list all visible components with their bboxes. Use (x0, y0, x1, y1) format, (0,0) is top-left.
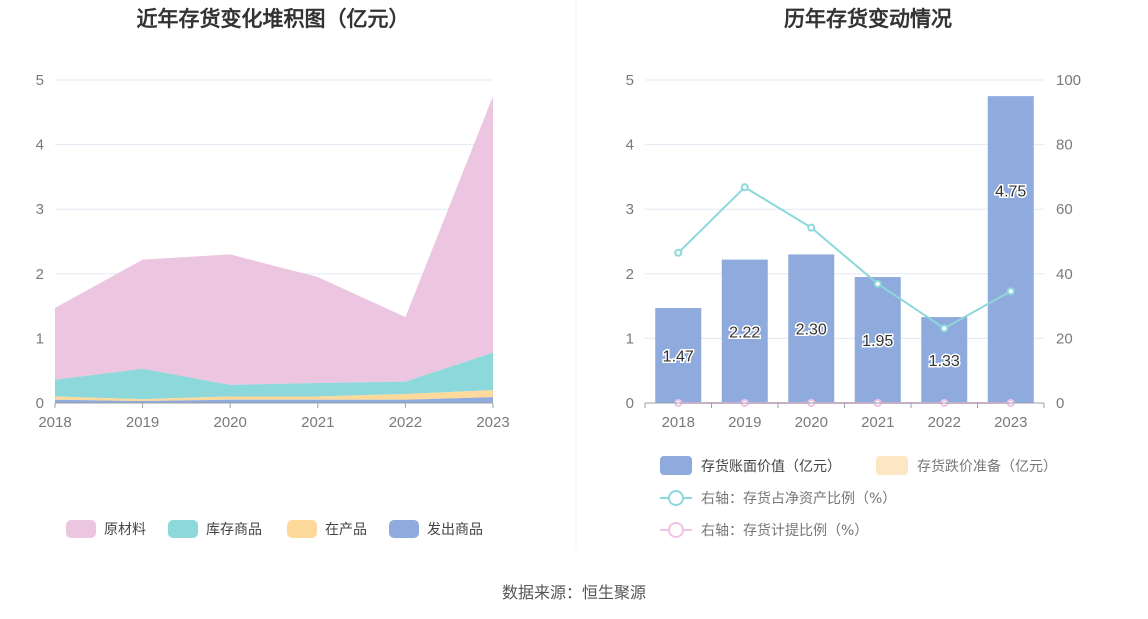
right-x-tick-label: 2019 (728, 414, 761, 431)
right-y-tick-label: 4 (626, 137, 634, 154)
point-右轴：存货占净资产比例（%） (1006, 287, 1015, 296)
bar-2020 (788, 254, 835, 403)
bar-2019 (721, 259, 768, 403)
right-y-tick-label: 1 (626, 330, 634, 347)
stacked-area-chart: 近年存货变化堆积图（亿元） 0 1 2 3 4 5 2018 2019 2020 2021 202… (36, 7, 510, 538)
area-库存商品 (55, 352, 493, 400)
left-x-tick-label: 2019 (126, 414, 159, 431)
right-x-tick-label: 2020 (795, 414, 828, 431)
left-y-tick-label: 1 (36, 330, 44, 347)
right-x-axis: 2018 2019 2020 2021 2022 2023 (644, 402, 1045, 431)
area-发出商品 (55, 397, 493, 403)
data-source: 数据来源：恒生聚源 (502, 583, 646, 602)
point-右轴：存货占净资产比例（%） (873, 279, 882, 288)
legend-swatch-库存商品 (168, 520, 198, 538)
left-y-tick-label: 2 (36, 266, 44, 283)
bar-2018 (655, 308, 702, 403)
right-y2-tick-label: 80 (1056, 137, 1073, 154)
legend-label-右轴：存货计提比例（%）: 右轴：存货计提比例（%） (701, 522, 868, 539)
right-y2-tick-label: 0 (1056, 395, 1064, 412)
legend-marker-右轴：存货占净资产比例（%） (668, 490, 684, 506)
legend-marker-右轴：存货计提比例（%） (668, 522, 684, 538)
right-y-axis-right: 0 20 40 60 80 100 (1056, 72, 1081, 412)
legend-swatch-发出商品 (389, 520, 419, 538)
bar-2021 (854, 277, 901, 403)
right-y-tick-label: 0 (626, 395, 634, 412)
left-x-tick-label: 2018 (38, 414, 71, 431)
right-bar-labels: 1.47 2.22 2.30 1.95 1.33 4.75 (661, 182, 1028, 372)
legend-swatch-存货账面价值（亿元） (660, 456, 692, 475)
right-bar-series (655, 96, 1034, 404)
point-右轴：存货占净资产比例（%） (674, 248, 683, 257)
left-x-tick-label: 2021 (301, 414, 334, 431)
bar-value-label: 2.22 (729, 324, 760, 341)
right-y-tick-label: 2 (626, 266, 634, 283)
bar-value-label: 1.47 (663, 349, 694, 366)
left-x-axis: 2018 2019 2020 2021 2022 2023 (38, 402, 510, 431)
right-chart-title: 历年存货变动情况 (784, 7, 952, 31)
right-x-tick-label: 2021 (861, 414, 894, 431)
right-x-tick-label: 2018 (662, 414, 695, 431)
right-y-axis-left: 0 1 2 3 4 5 (626, 72, 634, 412)
bar-value-label: 1.95 (862, 333, 893, 350)
legend-label-右轴：存货占净资产比例（%）: 右轴：存货占净资产比例（%） (701, 490, 896, 507)
point-右轴：存货占净资产比例（%） (940, 324, 949, 333)
bar-value-label: 1.33 (929, 353, 960, 370)
area-原材料 (55, 96, 493, 385)
legend-swatch-在产品 (287, 520, 317, 538)
area-在产品 (55, 390, 493, 402)
right-grid (645, 79, 1044, 404)
left-x-tick-label: 2023 (476, 414, 509, 431)
right-x-tick-label: 2022 (928, 414, 961, 431)
legend-label-在产品: 在产品 (325, 522, 367, 538)
left-y-tick-label: 3 (36, 201, 44, 218)
right-y2-tick-label: 60 (1056, 201, 1073, 218)
right-legend: 存货账面价值（亿元） 存货跌价准备（亿元） 右轴：存货占净资产比例（%） 右轴：存货计… (660, 456, 1057, 539)
legend-label-发出商品: 发出商品 (427, 522, 483, 538)
left-y-axis: 0 1 2 3 4 5 (36, 72, 44, 412)
left-area-series (55, 96, 493, 403)
bar-2023 (987, 96, 1034, 404)
point-右轴：存货占净资产比例（%） (807, 223, 816, 232)
right-x-tick-label: 2023 (994, 414, 1027, 431)
right-y2-tick-label: 40 (1056, 266, 1073, 283)
legend-swatch-存货跌价准备（亿元） (876, 456, 908, 475)
right-y-tick-label: 3 (626, 201, 634, 218)
right-y-tick-label: 5 (626, 72, 634, 89)
bar-value-label: 4.75 (995, 183, 1026, 200)
line-右轴：存货占净资产比例（%） (677, 185, 1012, 330)
legend-label-存货跌价准备（亿元）: 存货跌价准备（亿元） (917, 458, 1057, 475)
right-y2-tick-label: 100 (1056, 72, 1081, 89)
left-y-tick-label: 4 (36, 137, 44, 154)
left-y-tick-label: 0 (36, 395, 44, 412)
legend-label-原材料: 原材料 (104, 522, 146, 538)
left-x-tick-label: 2020 (214, 414, 247, 431)
legend-swatch-原材料 (66, 520, 96, 538)
point-右轴：存货占净资产比例（%） (740, 183, 749, 192)
left-y-tick-label: 5 (36, 72, 44, 89)
bar-value-label: 2.30 (796, 322, 827, 339)
left-chart-title: 近年存货变化堆积图（亿元） (137, 7, 410, 31)
right-y2-tick-label: 20 (1056, 330, 1073, 347)
legend-label-存货账面价值（亿元）: 存货账面价值（亿元） (701, 458, 841, 475)
left-x-tick-label: 2022 (389, 414, 422, 431)
left-legend: 原材料 库存商品 在产品 发出商品 (66, 520, 483, 538)
legend-label-库存商品: 库存商品 (206, 522, 262, 538)
bar-line-chart: 历年存货变动情况 0 1 2 3 4 5 0 20 40 60 80 100 1.47 2.22 2.3… (626, 7, 1081, 539)
